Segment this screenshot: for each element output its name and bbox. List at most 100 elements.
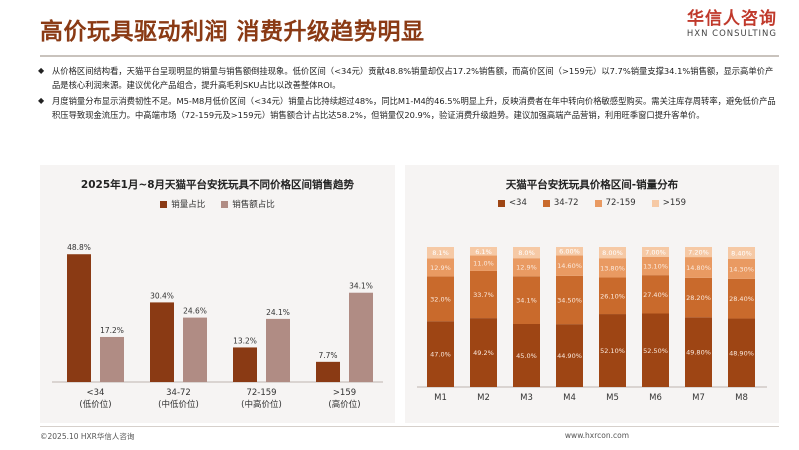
bar-amount	[266, 318, 290, 382]
diamond-bullet-icon: ◆	[38, 66, 45, 75]
legend-swatch-icon	[594, 199, 602, 207]
x-tick-sublabel: (中高价位)	[241, 399, 282, 410]
legend-item-gt159: >159	[651, 198, 686, 208]
segment-label: 49.2%	[473, 349, 494, 357]
legend-label: <34	[508, 198, 527, 208]
legend-swatch-icon	[221, 200, 229, 208]
x-tick-label: M3	[520, 393, 533, 403]
page-title: 高价玩具驱动利润 消费升级趋势明显	[40, 19, 425, 45]
bullet-text: 月度销量分布显示消费韧性不足。M5-M8月低价区间（<34元）销量占比持续超过4…	[52, 95, 776, 121]
stacked-segment	[470, 270, 497, 319]
x-tick-label: 72-159	[246, 388, 276, 398]
legend-swatch-icon	[160, 200, 168, 208]
stacked-segment	[513, 324, 540, 387]
x-tick-label: M7	[692, 393, 705, 403]
segment-label: 28.20%	[686, 294, 711, 302]
stacked-segment	[556, 275, 583, 325]
segment-label: 26.10%	[600, 292, 625, 300]
stacked-segment	[685, 247, 712, 258]
x-tick-label: M6	[649, 393, 662, 403]
logo-english-text: HXN CONSULTING	[686, 29, 777, 39]
segment-label: 48.90%	[729, 349, 754, 357]
brand-logo: 华信人咨询 HXN CONSULTING	[687, 9, 777, 40]
bullet-text: 从价格区间结构看，天猫平台呈现明显的销量与销售额倒挂现象。低价区间（<34元）贡…	[52, 66, 774, 91]
segment-label: 8.0%	[518, 249, 535, 257]
segment-label: 14.60%	[557, 262, 582, 270]
stacked-segment	[685, 257, 712, 278]
monthly-distribution-chart: 天猫平台安抚玩具价格区间-销量分布 <34 34-72 72-159 >159 …	[405, 165, 779, 423]
data-label: 17.2%	[100, 326, 124, 335]
stacked-segment	[642, 256, 669, 276]
x-tick-label: M5	[606, 393, 619, 403]
stacked-segment	[685, 277, 712, 318]
data-label: 34.1%	[349, 282, 373, 291]
stacked-bar-plot: 47.0% 32.0% 12.9% 8.1% M1 49.2% 33.7% 11.0% 6.1%…	[417, 247, 767, 403]
segment-label: 13.80%	[600, 264, 625, 272]
legend-item-amount: 销售额占比	[221, 198, 275, 210]
stacked-segment	[427, 258, 454, 277]
legend-item-volume: 销量占比	[160, 198, 205, 210]
segment-label: 8.40%	[731, 249, 752, 257]
x-tick-sublabel: (高价位)	[328, 399, 360, 410]
stacked-segment	[513, 247, 540, 259]
x-tick-label: M1	[434, 393, 447, 403]
segment-label: 34.50%	[557, 296, 582, 304]
segment-label: 45.0%	[516, 352, 537, 360]
x-tick-sublabel: (低价位)	[79, 399, 111, 410]
legend-label: 34-72	[553, 198, 579, 208]
stacked-segment	[427, 276, 454, 322]
segment-label: 6.1%	[475, 248, 492, 256]
bar-amount	[349, 292, 373, 382]
stacked-segment	[427, 247, 454, 259]
segment-label: 52.10%	[600, 347, 625, 355]
bar-volume	[150, 302, 174, 382]
segment-label: 6.00%	[559, 248, 580, 256]
data-label: 24.6%	[183, 307, 207, 316]
data-label: 7.7%	[318, 351, 337, 360]
segment-label: 52.50%	[643, 347, 668, 355]
segment-label: 12.9%	[516, 264, 537, 272]
segment-label: 13.10%	[643, 262, 668, 270]
chart-legend: <34 34-72 72-159 >159	[405, 198, 779, 208]
stacked-segment	[556, 255, 583, 276]
data-label: 48.8%	[67, 243, 91, 252]
segment-label: 11.0%	[473, 260, 494, 268]
x-tick-label: <34	[87, 388, 105, 398]
bar-volume	[316, 361, 340, 382]
segment-label: 34.1%	[516, 297, 537, 305]
segment-label: 27.40%	[643, 291, 668, 299]
diamond-bullet-icon: ◆	[38, 95, 45, 105]
legend-swatch-icon	[651, 199, 659, 207]
bar-amount	[183, 317, 207, 382]
bar-volume	[233, 347, 257, 382]
logo-chinese-text: 华信人咨询	[687, 9, 777, 29]
x-tick-sublabel: (中低价位)	[158, 399, 199, 410]
x-tick-label: M4	[563, 393, 576, 403]
stacked-segment	[470, 247, 497, 256]
stacked-segment	[556, 324, 583, 387]
legend-label: 销量占比	[171, 200, 206, 210]
segment-label: 7.00%	[645, 248, 666, 256]
segment-label: 8.00%	[602, 249, 623, 257]
price-range-sales-chart: 2025年1月~8月天猫平台安抚玩具不同价格区间销售趋势 销量占比 销售额占比 …	[40, 165, 395, 423]
segment-label: 33.7%	[473, 291, 494, 299]
x-tick-label: M2	[477, 393, 490, 403]
summary-bullets: ◆ 从价格区间结构看，天猫平台呈现明显的销量与销售额倒挂现象。低价区间（<34元…	[38, 64, 778, 124]
segment-label: 8.1%	[432, 249, 449, 257]
stacked-segment	[470, 318, 497, 387]
bullet-item: ◆ 月度销量分布显示消费韧性不足。M5-M8月低价区间（<34元）销量占比持续超…	[38, 94, 778, 123]
stacked-segment	[642, 313, 669, 387]
legend-label: 销售额占比	[232, 200, 275, 210]
stacked-segment	[728, 318, 755, 387]
chart-legend: 销量占比 销售额占比	[40, 198, 395, 210]
page-header: 高价玩具驱动利润 消费升级趋势明显 华信人咨询 HXN CONSULTING	[0, 0, 799, 56]
legend-item-72-159: 72-159	[594, 198, 636, 208]
segment-label: 12.9%	[430, 264, 451, 272]
title-divider	[40, 55, 779, 57]
stacked-segment	[728, 258, 755, 279]
chart-title: 2025年1月~8月天猫平台安抚玩具不同价格区间销售趋势	[80, 179, 355, 191]
x-tick-label: M8	[735, 393, 748, 403]
data-label: 30.4%	[150, 291, 174, 300]
segment-label: 28.40%	[729, 295, 754, 303]
legend-swatch-icon	[542, 199, 550, 207]
